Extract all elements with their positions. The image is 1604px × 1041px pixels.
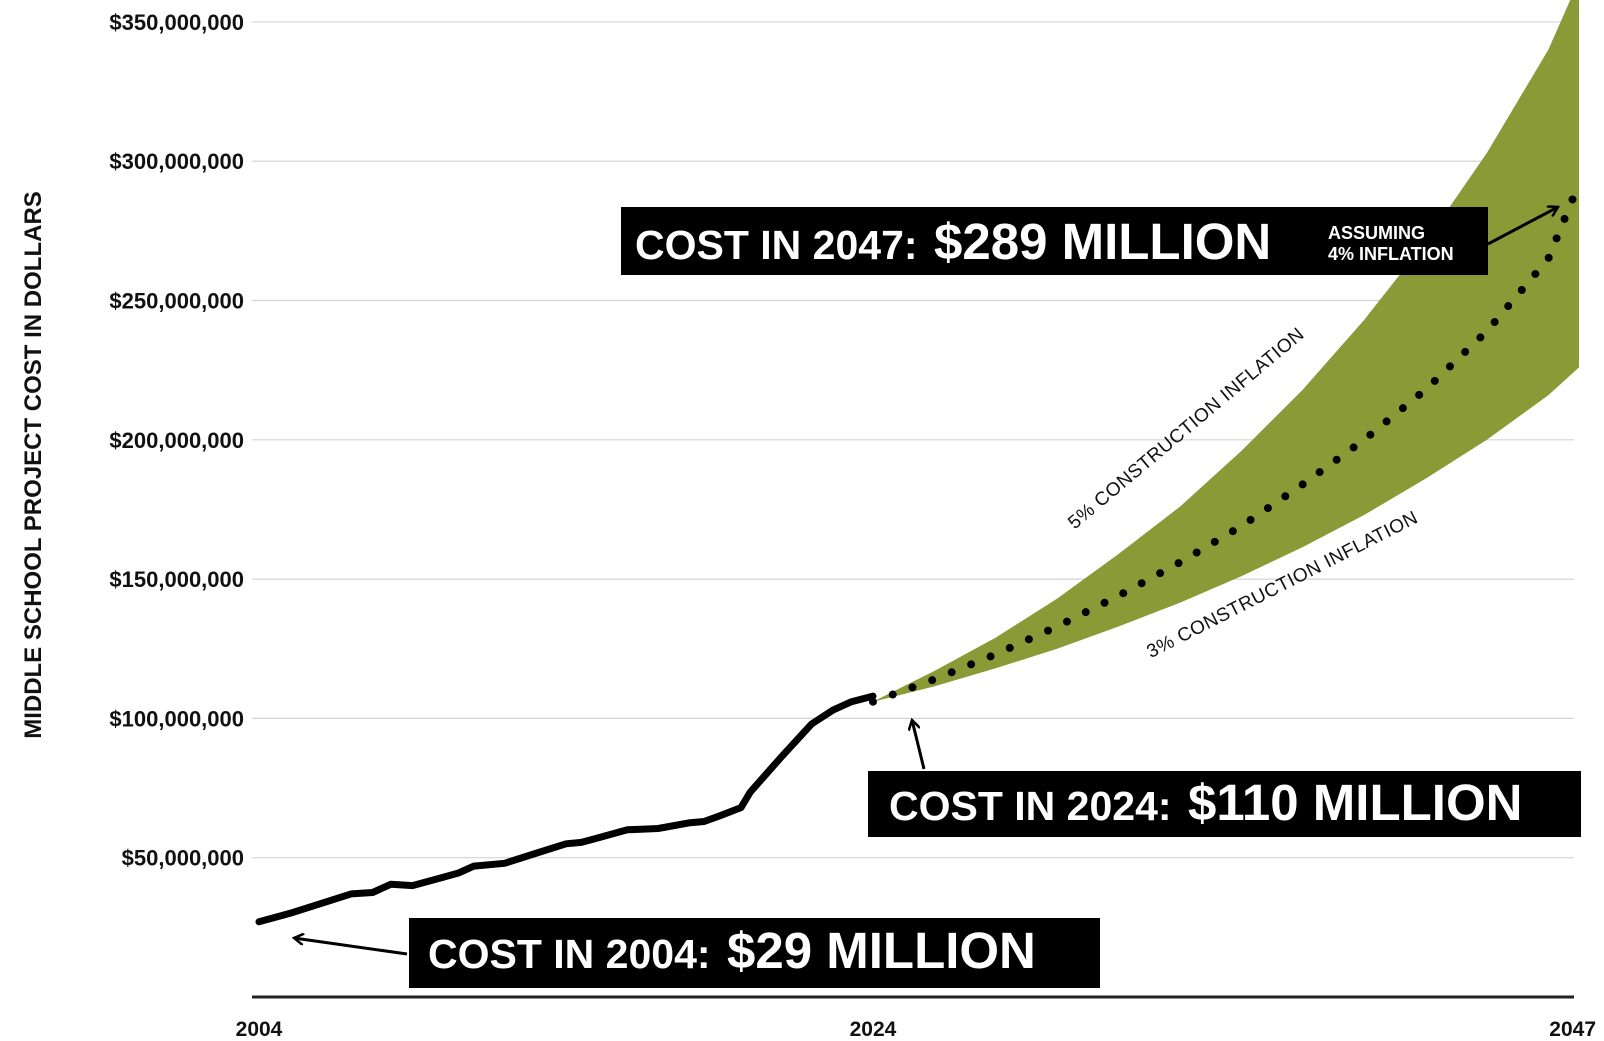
callout-2047-value: $289 MILLION	[934, 213, 1271, 270]
callout-2024-text: COST IN 2024: $110 MILLION	[889, 774, 1522, 831]
callout-2004-text: COST IN 2004: $29 MILLION	[428, 922, 1036, 979]
series-line-historical	[255, 692, 877, 926]
y-tick-label-6: $350,000,000	[109, 10, 244, 35]
x-tick-label-2: 2047	[1549, 1018, 1596, 1041]
x-tick-label-1: 2024	[850, 1018, 897, 1041]
callout-2004-lead: COST IN 2004:	[428, 931, 711, 977]
y-tick-label-1: $100,000,000	[109, 706, 244, 731]
y-tick-label-0: $50,000,000	[122, 846, 244, 871]
callout-2047-note-line1: ASSUMING	[1328, 223, 1425, 243]
callout-2024-arrow	[912, 720, 926, 770]
inflation-band	[873, 0, 1579, 702]
callout-2047-arrow	[1487, 207, 1558, 246]
y-tick-label-3: $200,000,000	[109, 428, 244, 453]
inflation-band-group	[873, 0, 1579, 702]
callout-2024-box	[868, 771, 1581, 837]
x-axis-ticks: 2004 2024 2047	[236, 1018, 1596, 1041]
callout-2024: COST IN 2024: $110 MILLION	[868, 720, 1581, 837]
gridlines	[252, 21, 1574, 859]
callouts: COST IN 2004: $29 MILLION COST IN 2024: …	[294, 207, 1581, 988]
callout-2047-lead: COST IN 2047:	[635, 222, 918, 268]
y-axis-label: MIDDLE SCHOOL PROJECT COST IN DOLLARS	[20, 191, 47, 739]
y-tick-label-5: $300,000,000	[109, 149, 244, 174]
callout-2004-value: $29 MILLION	[727, 922, 1036, 979]
y-tick-label-2: $150,000,000	[109, 567, 244, 592]
y-tick-label-4: $250,000,000	[109, 289, 244, 314]
series-lines	[255, 179, 1583, 926]
callout-2024-lead: COST IN 2024:	[889, 783, 1172, 829]
callout-2004-box	[409, 918, 1100, 988]
x-tick-label-0: 2004	[236, 1018, 283, 1041]
callout-2004: COST IN 2004: $29 MILLION	[294, 918, 1100, 988]
callout-2047: COST IN 2047: $289 MILLION ASSUMING 4% I…	[621, 207, 1558, 275]
callout-2047-box	[621, 207, 1488, 275]
callout-2047-note-line2: 4% INFLATION	[1328, 244, 1454, 264]
callout-2004-arrow	[294, 938, 408, 956]
callout-2047-text: COST IN 2047: $289 MILLION	[635, 213, 1271, 270]
callout-2024-value: $110 MILLION	[1188, 774, 1522, 831]
y-axis-ticks: $50,000,000 $100,000,000 $150,000,000 $200,…	[109, 10, 244, 871]
